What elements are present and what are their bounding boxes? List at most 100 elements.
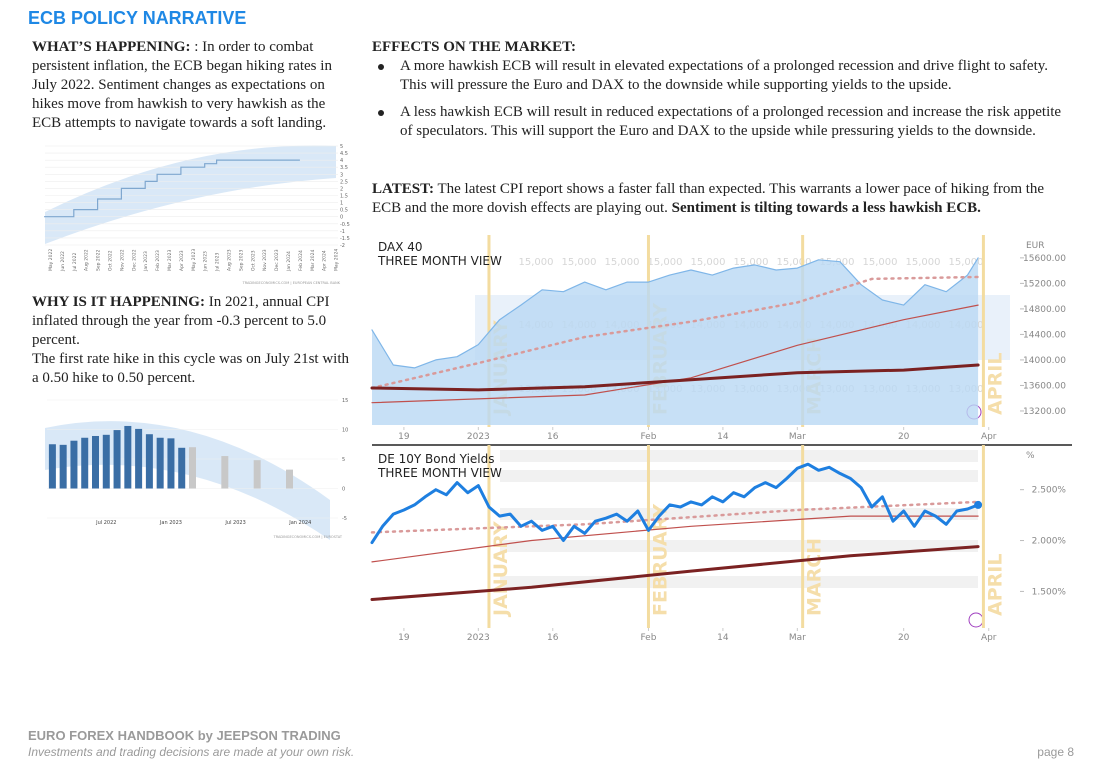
y-tick-label: 15200.00 [1023, 279, 1066, 289]
bar [145, 434, 153, 489]
level-label: 15,000 [691, 257, 726, 268]
x-tick-label: Apr [981, 633, 997, 643]
x-tick-label: Mar 2023 [167, 249, 173, 271]
y-tick-label: 5 [342, 457, 345, 463]
month-label: MARCH [804, 538, 826, 616]
y-tick-label: 15600.00 [1023, 254, 1066, 264]
whats-happening: WHAT’S HAPPENING: : In order to combat p… [32, 38, 354, 133]
bar [286, 469, 293, 489]
bar [124, 425, 132, 489]
y-tick-label: 14400.00 [1023, 330, 1066, 340]
paragraph: In 2021, annual CPI inflated through the… [32, 294, 330, 348]
x-tick-label: 14 [717, 432, 729, 442]
chart-title: DAX 40 [378, 240, 423, 254]
x-tick-label: Apr 2023 [179, 250, 185, 271]
unit-label: % [1026, 451, 1035, 461]
x-tick-label: Feb [640, 633, 656, 643]
x-tick-label: Jun 2023 [203, 251, 209, 272]
x-tick-label: Mar [789, 633, 806, 643]
x-tick-label: Feb 2023 [155, 250, 161, 271]
effects: EFFECTS ON THE MARKET: A more hawkish EC… [372, 38, 1072, 149]
x-tick-label: Jan 2023 [143, 251, 149, 272]
x-tick-label: 2023 [467, 633, 490, 643]
bar [81, 437, 89, 489]
x-tick-label: Mar [789, 432, 806, 442]
y-tick-label: 2.500% [1032, 486, 1067, 496]
bar [167, 438, 175, 489]
bullet: A less hawkish ECB will result in reduce… [372, 103, 1072, 141]
stripe [500, 540, 978, 552]
event-icon [968, 612, 984, 628]
y-tick-label: 4 [340, 158, 343, 164]
x-tick-label: May 2024 [334, 249, 340, 271]
x-tick-label: 19 [398, 432, 410, 442]
y-tick-label: 10 [342, 428, 348, 434]
x-tick-label: 19 [398, 633, 410, 643]
x-tick-label: Aug 2022 [84, 249, 90, 271]
series-line [370, 462, 980, 545]
chart-layer: 15,000 15,000 15,000 15,000 15,000 15,000 15,0… [44, 144, 1066, 643]
bar [135, 428, 143, 489]
series-line [371, 515, 979, 563]
x-tick-label: 2023 [467, 432, 490, 442]
x-tick-label: Aug 2023 [227, 249, 233, 271]
y-tick-label: 3 [340, 172, 343, 178]
x-tick-label: Jan 2024 [286, 251, 292, 272]
x-tick-label: May 2023 [191, 249, 197, 271]
month-label: JANUARY [490, 521, 512, 618]
chart-subtitle: THREE MONTH VIEW [377, 466, 502, 480]
chart-subtitle: THREE MONTH VIEW [377, 254, 502, 268]
chart-title: DE 10Y Bond Yields [378, 452, 494, 466]
x-tick-label: Jul 2022 [95, 520, 116, 526]
y-tick-label: 5 [340, 144, 343, 150]
level-label: 15,000 [562, 257, 597, 268]
series-line [370, 363, 980, 392]
paragraph: The first rate hike in this cycle was on… [32, 351, 350, 386]
level-label: 15,000 [605, 257, 640, 268]
x-tick-label: Jun 2022 [60, 251, 66, 272]
x-tick-label: May 2022 [48, 249, 54, 271]
bar [156, 437, 164, 489]
level-label: 15,000 [949, 257, 984, 268]
source-note: TRADINGECONOMICS.COM | EUROSTAT [273, 535, 343, 539]
month-label: APRIL [984, 554, 1006, 616]
x-tick-label: Nov 2022 [119, 249, 125, 271]
level-label: 15,000 [734, 257, 769, 268]
x-tick-label: Oct 2023 [250, 250, 256, 271]
bar [48, 444, 56, 489]
bar [92, 435, 99, 489]
series-line [371, 304, 979, 404]
y-tick-label: 1.500% [1032, 587, 1067, 597]
y-tick-label: 13600.00 [1023, 381, 1066, 391]
section-title: EFFECTS ON THE MARKET: [372, 39, 577, 55]
x-tick-label: Mar 2024 [310, 249, 316, 271]
y-tick-label: -1.5 [340, 236, 350, 242]
x-tick-label: Feb 2024 [298, 250, 304, 271]
bar [113, 430, 121, 489]
x-tick-label: Dec 2022 [131, 249, 137, 271]
level-label: 15,000 [519, 257, 554, 268]
bar [189, 447, 196, 489]
level-label: 15,000 [648, 257, 683, 268]
level-label: 15,000 [777, 257, 812, 268]
x-tick-label: Jan 2024 [288, 520, 311, 526]
x-tick-label: Sep 2023 [238, 249, 244, 271]
paragraph: The latest CPI report shows a faster fal… [372, 181, 1045, 216]
y-tick-label: 13200.00 [1023, 407, 1066, 417]
area [372, 257, 979, 425]
x-tick-label: Apr [981, 432, 997, 442]
emphasis: Sentiment is tilting towards a less hawk… [671, 200, 981, 216]
stripe [500, 450, 978, 462]
series-line [370, 545, 980, 601]
x-tick-label: 14 [717, 633, 729, 643]
month-label: APRIL [984, 353, 1006, 415]
y-tick-label: 3.5 [340, 165, 348, 171]
page-number: page 8 [1037, 745, 1074, 759]
series-line [370, 275, 980, 390]
y-tick-label: -0.5 [340, 222, 350, 228]
x-tick-label: Nov 2023 [262, 249, 268, 271]
x-tick-label: Jul 2023 [215, 253, 221, 272]
x-tick-label: Feb [640, 432, 656, 442]
y-tick-label: -2 [340, 243, 345, 249]
